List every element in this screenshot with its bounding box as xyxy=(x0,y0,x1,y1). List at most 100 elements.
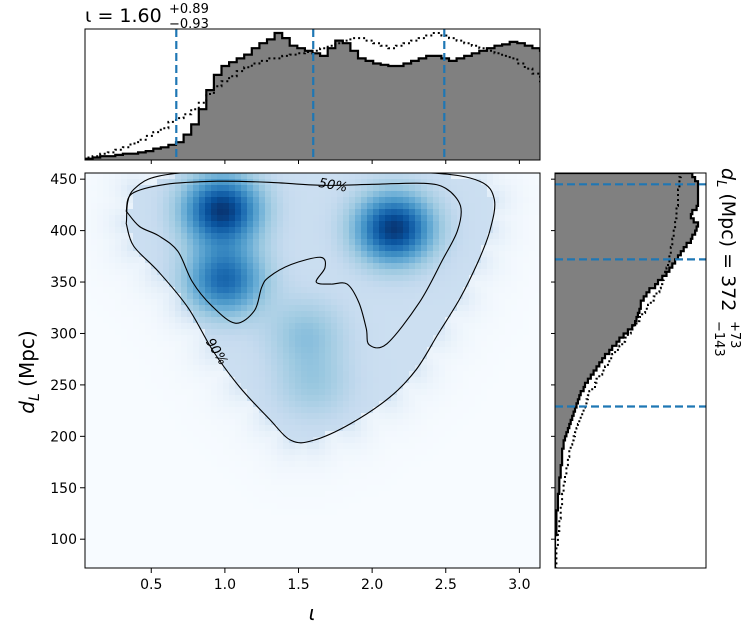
heatmap-cell xyxy=(331,341,338,348)
heatmap-cell xyxy=(523,257,530,264)
heatmap-cell xyxy=(415,473,422,480)
heatmap-cell xyxy=(307,191,314,198)
heatmap-cell xyxy=(211,485,218,492)
heatmap-cell xyxy=(169,497,176,504)
heatmap-cell xyxy=(325,287,332,294)
heatmap-cell xyxy=(373,305,380,312)
heatmap-cell xyxy=(391,203,398,210)
heatmap-cell xyxy=(271,383,278,390)
heatmap-cell xyxy=(415,233,422,240)
heatmap-cell xyxy=(271,485,278,492)
heatmap-cell xyxy=(223,425,230,432)
heatmap-cell xyxy=(295,509,302,516)
heatmap-cell xyxy=(409,395,416,402)
heatmap-cell xyxy=(445,335,452,342)
heatmap-cell xyxy=(433,413,440,420)
heatmap-cell xyxy=(313,497,320,504)
heatmap-cell xyxy=(361,329,368,336)
heatmap-cell xyxy=(331,527,338,534)
heatmap-cell xyxy=(367,215,374,222)
heatmap-cell xyxy=(85,563,92,568)
heatmap-cell xyxy=(163,269,170,276)
heatmap-cell xyxy=(451,173,458,180)
heatmap-cell xyxy=(463,191,470,198)
heatmap-cell xyxy=(97,425,104,432)
heatmap-cell xyxy=(187,455,194,462)
heatmap-cell xyxy=(169,329,176,336)
heatmap-cell xyxy=(109,509,116,516)
heatmap-cell xyxy=(415,173,422,180)
heatmap-cell xyxy=(97,227,104,234)
heatmap-cell xyxy=(91,443,98,450)
heatmap-cell xyxy=(139,365,146,372)
heatmap-cell xyxy=(253,365,260,372)
heatmap-cell xyxy=(241,359,248,366)
heatmap-cell xyxy=(259,341,266,348)
heatmap-cell xyxy=(127,515,134,522)
heatmap-cell xyxy=(175,263,182,270)
heatmap-cell xyxy=(439,419,446,426)
heatmap-cell xyxy=(319,221,326,228)
heatmap-cell xyxy=(277,383,284,390)
heatmap-cell xyxy=(415,197,422,204)
heatmap-cell xyxy=(487,533,494,540)
heatmap-cell xyxy=(241,419,248,426)
heatmap-cell xyxy=(367,503,374,510)
heatmap-cell xyxy=(85,323,92,330)
heatmap-cell xyxy=(493,275,500,282)
heatmap-cell xyxy=(343,461,350,468)
heatmap-cell xyxy=(241,299,248,306)
heatmap-cell xyxy=(289,185,296,192)
heatmap-cell xyxy=(241,509,248,516)
heatmap-cell xyxy=(475,221,482,228)
heatmap-cell xyxy=(331,425,338,432)
heatmap-cell xyxy=(151,437,158,444)
heatmap-cell xyxy=(223,557,230,564)
heatmap-cell xyxy=(193,449,200,456)
heatmap-cell xyxy=(223,239,230,246)
heatmap-cell xyxy=(187,491,194,498)
heatmap-cell xyxy=(109,317,116,324)
heatmap-cell xyxy=(319,419,326,426)
heatmap-cell xyxy=(427,539,434,546)
heatmap-cell xyxy=(181,437,188,444)
heatmap-cell xyxy=(337,191,344,198)
heatmap-cell xyxy=(223,503,230,510)
heatmap-cell xyxy=(229,323,236,330)
heatmap-cell xyxy=(265,473,272,480)
heatmap-cell xyxy=(529,263,536,270)
heatmap-cell xyxy=(265,455,272,462)
heatmap-cell xyxy=(385,239,392,246)
heatmap-cell xyxy=(451,527,458,534)
heatmap-cell xyxy=(397,401,404,408)
heatmap-cell xyxy=(199,239,206,246)
heatmap-cell xyxy=(211,461,218,468)
heatmap-cell xyxy=(427,491,434,498)
heatmap-cell xyxy=(145,455,152,462)
heatmap-cell xyxy=(349,401,356,408)
heatmap-cell xyxy=(229,557,236,564)
heatmap-cell xyxy=(451,539,458,546)
heatmap-cell xyxy=(97,455,104,462)
heatmap-cell xyxy=(265,515,272,522)
heatmap-cell xyxy=(487,389,494,396)
heatmap-cell xyxy=(361,365,368,372)
heatmap-cell xyxy=(505,347,512,354)
heatmap-cell xyxy=(355,215,362,222)
heatmap-cell xyxy=(271,347,278,354)
heatmap-cell xyxy=(157,479,164,486)
heatmap-cell xyxy=(97,281,104,288)
heatmap-cell xyxy=(469,485,476,492)
heatmap-cell xyxy=(427,527,434,534)
heatmap-cell xyxy=(127,251,134,258)
heatmap-cell xyxy=(217,329,224,336)
heatmap-cell xyxy=(523,515,530,522)
heatmap-cell xyxy=(373,197,380,204)
heatmap-cell xyxy=(457,305,464,312)
heatmap-cell xyxy=(409,239,416,246)
heatmap-cell xyxy=(301,215,308,222)
heatmap-cell xyxy=(337,221,344,228)
heatmap-cell xyxy=(205,425,212,432)
heatmap-cell xyxy=(289,335,296,342)
heatmap-cell xyxy=(379,215,386,222)
